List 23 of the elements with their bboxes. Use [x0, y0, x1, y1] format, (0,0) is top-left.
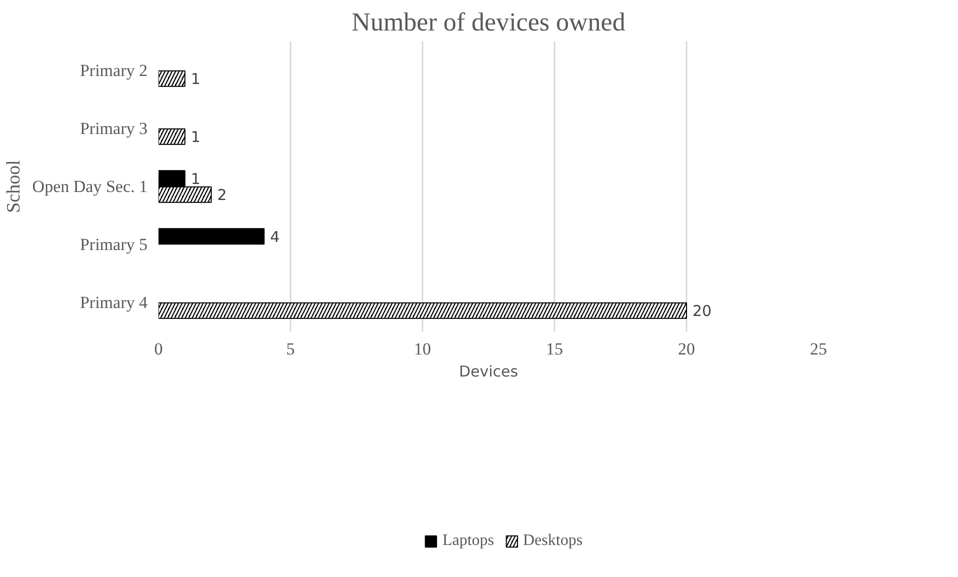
- y-tick-label: Open Day Sec. 1: [32, 177, 148, 196]
- x-tick-label: 0: [154, 340, 163, 358]
- x-tick-label: 20: [678, 340, 695, 358]
- data-label: 1: [190, 128, 200, 146]
- data-label: 20: [692, 302, 712, 320]
- y-tick-label: Primary 4: [80, 293, 148, 312]
- legend-label: Laptops: [442, 532, 494, 550]
- y-tick-label: Primary 5: [80, 235, 148, 254]
- y-tick-label: Primary 2: [80, 61, 148, 80]
- x-tick-label: 10: [414, 340, 431, 358]
- data-label: 1: [190, 170, 200, 188]
- y-axis-title: School: [3, 160, 24, 213]
- bar: [158, 228, 265, 245]
- y-tick-label: Primary 3: [80, 119, 148, 138]
- x-tick-label: 5: [286, 340, 295, 358]
- data-label: 2: [217, 186, 227, 204]
- data-label: 1: [190, 70, 200, 88]
- legend-label: Desktops: [522, 532, 583, 550]
- x-tick-label: 25: [810, 340, 827, 358]
- data-label: 4: [270, 228, 280, 246]
- x-axis-title: Devices: [458, 362, 518, 380]
- x-tick-label: 15: [546, 340, 563, 358]
- chart-title: Number of devices owned: [352, 8, 626, 36]
